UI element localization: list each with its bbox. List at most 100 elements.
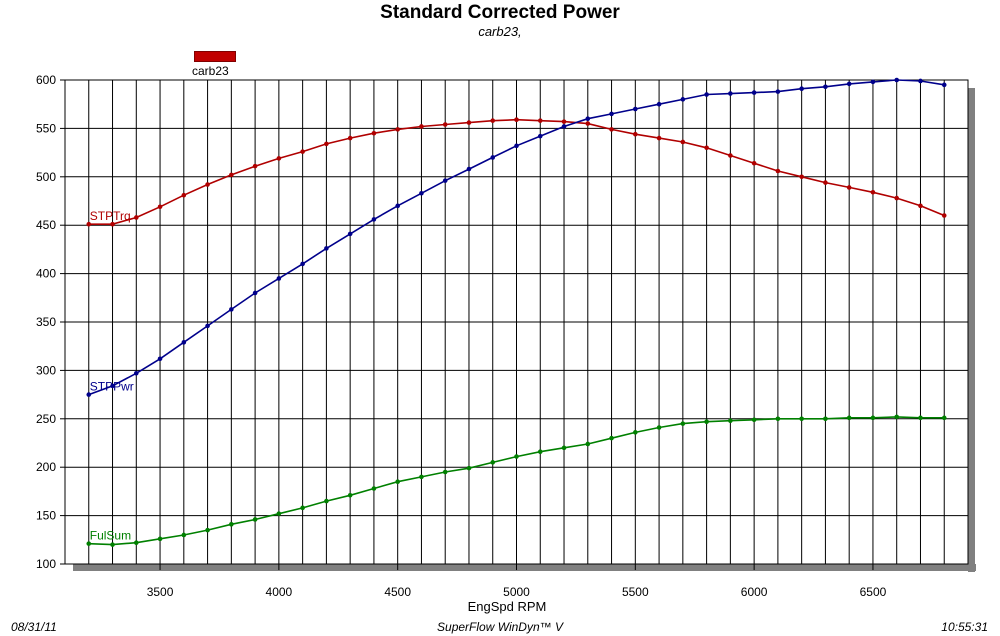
y-tick-label: 350 xyxy=(36,315,56,329)
data-point-stptrq xyxy=(347,135,353,141)
data-point-stppwr xyxy=(894,77,900,83)
data-point-stptrq xyxy=(276,156,282,161)
series-label-stptrq: STPTrq xyxy=(90,209,131,223)
data-point-stppwr xyxy=(324,246,329,251)
x-tick-label: 5500 xyxy=(622,585,649,599)
plot-shadow-right xyxy=(968,88,975,572)
y-tick-label: 300 xyxy=(36,363,56,377)
x-tick-label: 6500 xyxy=(860,585,887,599)
data-point-stptrq xyxy=(656,135,662,141)
data-point-fulsum xyxy=(419,474,424,480)
y-tick-label: 400 xyxy=(36,267,56,281)
data-point-fulsum xyxy=(133,540,139,546)
data-point-fulsum xyxy=(347,492,353,498)
data-point-fulsum xyxy=(252,517,258,522)
data-point-stppwr xyxy=(371,217,377,222)
data-point-fulsum xyxy=(918,415,923,421)
grid xyxy=(64,79,969,565)
data-point-stptrq xyxy=(870,189,876,195)
chart-subtitle: carb23, xyxy=(478,24,522,39)
data-point-fulsum xyxy=(941,415,947,421)
data-point-fulsum xyxy=(775,416,781,422)
data-point-fulsum xyxy=(561,445,567,451)
footer-date: 08/31/11 xyxy=(11,620,57,634)
data-point-stptrq xyxy=(133,215,139,220)
data-point-stptrq xyxy=(490,118,496,123)
data-point-fulsum xyxy=(585,441,591,447)
data-point-stptrq xyxy=(252,163,258,169)
data-point-fulsum xyxy=(704,419,709,425)
data-point-stppwr xyxy=(86,392,92,397)
data-point-fulsum xyxy=(371,486,377,491)
data-point-stppwr xyxy=(728,91,733,96)
data-point-stptrq xyxy=(704,145,709,151)
x-tick-label: 6000 xyxy=(741,585,768,599)
data-point-fulsum xyxy=(894,414,900,420)
data-point-stppwr xyxy=(609,111,614,117)
data-point-stppwr xyxy=(442,178,448,183)
data-point-fulsum xyxy=(656,425,662,430)
data-point-stppwr xyxy=(181,340,187,345)
data-point-stptrq xyxy=(941,213,947,218)
data-point-stppwr xyxy=(870,79,876,85)
data-point-stppwr xyxy=(633,106,638,112)
data-point-stppwr xyxy=(110,383,115,389)
data-point-fulsum xyxy=(514,454,519,459)
data-point-fulsum xyxy=(633,430,638,435)
data-point-stptrq xyxy=(229,172,234,178)
data-point-fulsum xyxy=(229,522,234,527)
y-tick-label: 250 xyxy=(36,412,56,426)
data-point-stppwr xyxy=(419,190,424,196)
data-point-stppwr xyxy=(252,290,258,296)
data-point-stptrq xyxy=(371,130,377,136)
x-tick-label: 4000 xyxy=(266,585,293,599)
data-point-stppwr xyxy=(585,116,591,122)
data-point-fulsum xyxy=(276,511,282,516)
data-point-stppwr xyxy=(395,203,400,209)
data-point-stppwr xyxy=(466,166,472,172)
data-point-stptrq xyxy=(823,180,828,185)
data-point-fulsum xyxy=(751,417,757,423)
data-point-stppwr xyxy=(656,101,662,107)
footer-software: SuperFlow WinDyn™ V xyxy=(437,620,563,634)
data-point-stppwr xyxy=(823,84,828,90)
data-point-stptrq xyxy=(181,192,187,198)
data-point-stptrq xyxy=(442,122,448,127)
data-point-fulsum xyxy=(728,418,733,424)
data-point-fulsum xyxy=(490,460,496,465)
data-point-fulsum xyxy=(537,449,543,455)
data-point-stptrq xyxy=(395,127,400,132)
data-point-stppwr xyxy=(941,82,947,88)
data-point-fulsum xyxy=(680,421,686,426)
legend-label-carb23: carb23 xyxy=(192,64,229,78)
data-point-stppwr xyxy=(514,143,519,149)
data-point-stptrq xyxy=(775,168,781,174)
series-label-stppwr: STPPwr xyxy=(90,380,134,394)
data-point-stptrq xyxy=(157,204,163,210)
data-point-stppwr xyxy=(704,92,709,97)
data-point-stppwr xyxy=(157,356,163,362)
x-tick-label: 4500 xyxy=(384,585,411,599)
series-label-fulsum: FulSum xyxy=(90,529,131,543)
data-point-fulsum xyxy=(181,532,187,538)
data-point-stppwr xyxy=(133,371,139,376)
data-point-stptrq xyxy=(751,160,757,166)
legend-swatch-carb23 xyxy=(194,51,236,62)
data-point-stptrq xyxy=(466,120,472,125)
plot-shadow xyxy=(73,88,976,572)
data-point-fulsum xyxy=(110,542,115,547)
data-point-stppwr xyxy=(561,124,567,129)
footer-time: 10:55:31 xyxy=(941,620,988,634)
series-labels: STPTrq STPPwr FulSum xyxy=(90,209,134,542)
data-point-fulsum xyxy=(324,498,329,504)
data-point-stppwr xyxy=(347,231,353,237)
data-point-stppwr xyxy=(799,86,804,92)
x-axis-label: EngSpd RPM xyxy=(468,599,547,614)
y-tick-label: 100 xyxy=(36,557,56,571)
data-point-stptrq xyxy=(680,139,686,145)
y-tick-label: 200 xyxy=(36,460,56,474)
x-tick-label: 5000 xyxy=(503,585,530,599)
data-point-stptrq xyxy=(324,141,329,147)
y-tick-label: 500 xyxy=(36,170,56,184)
